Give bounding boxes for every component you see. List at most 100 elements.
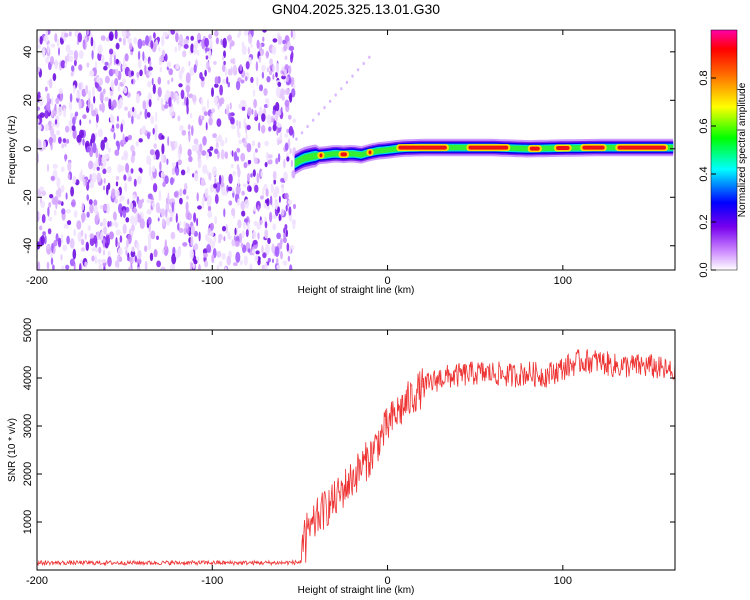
noise-speck	[168, 68, 173, 76]
noise-speck	[255, 148, 258, 153]
noise-speck	[292, 221, 296, 230]
noise-speck	[44, 123, 50, 132]
noise-speck	[292, 84, 296, 90]
noise-speck	[91, 247, 96, 252]
noise-speck	[65, 264, 70, 270]
noise-speck	[189, 67, 195, 76]
noise-speck	[39, 112, 45, 118]
noise-speck	[171, 77, 174, 82]
noise-speck	[196, 217, 199, 227]
noise-speck	[270, 185, 275, 193]
noise-speck	[219, 98, 223, 107]
noise-speck	[64, 61, 67, 69]
noise-speck	[269, 69, 273, 76]
noise-speck	[180, 125, 184, 131]
noise-speck	[285, 204, 288, 212]
noise-speck	[228, 173, 233, 184]
noise-speck	[193, 173, 199, 182]
noise-speck	[250, 173, 253, 178]
noise-speck	[153, 249, 158, 258]
noise-speck	[135, 93, 140, 104]
noise-speck	[45, 57, 49, 64]
noise-speck	[142, 51, 145, 62]
noise-speck	[287, 255, 291, 262]
noise-speck	[101, 258, 107, 264]
noise-speck	[85, 241, 90, 251]
noise-speck	[190, 43, 194, 54]
noise-speck	[124, 182, 128, 193]
noise-speck	[254, 184, 259, 193]
noise-speck	[88, 119, 92, 124]
noise-speck	[221, 64, 226, 72]
noise-speck	[220, 39, 223, 45]
noise-speck	[85, 36, 88, 47]
noise-speck	[261, 64, 266, 72]
noise-speck	[89, 173, 93, 182]
noise-speck	[152, 183, 158, 193]
noise-speck	[118, 37, 122, 42]
noise-speck	[37, 124, 42, 131]
noise-speck	[232, 57, 236, 65]
noise-speck	[202, 164, 208, 174]
noise-speck	[206, 169, 209, 176]
noise-speck	[125, 32, 131, 37]
noise-speck	[256, 76, 259, 87]
noise-speck	[290, 53, 293, 64]
noise-speck	[276, 127, 279, 136]
noise-speck	[223, 208, 226, 218]
noise-speck	[259, 49, 264, 57]
noise-speck	[170, 30, 176, 35]
noise-speck	[204, 37, 210, 48]
noise-speck	[128, 175, 132, 182]
noise-speck	[37, 139, 42, 150]
noise-speck	[169, 208, 172, 217]
noise-speck	[90, 36, 94, 47]
noise-speck	[227, 186, 233, 192]
noise-speck	[164, 175, 169, 185]
noise-speck	[93, 205, 98, 215]
y-tick-label: 1000	[22, 510, 34, 534]
noise-speck	[89, 70, 95, 77]
noise-speck	[71, 199, 76, 208]
noise-speck	[56, 130, 61, 136]
noise-speck	[44, 109, 49, 119]
carrier-peak-segment	[398, 145, 447, 150]
noise-speck	[208, 151, 212, 157]
noise-speck	[61, 166, 65, 172]
noise-speck	[223, 60, 226, 66]
noise-speck	[78, 50, 84, 59]
noise-speck	[240, 200, 246, 211]
noise-speck	[263, 88, 268, 96]
noise-speck	[223, 236, 226, 242]
noise-speck	[107, 147, 112, 153]
noise-speck	[222, 225, 226, 232]
noise-speck	[247, 159, 252, 165]
colorbar-tick-label: 0.4	[698, 166, 710, 181]
noise-speck	[240, 152, 246, 162]
noise-speck	[247, 46, 251, 55]
noise-speck	[215, 137, 221, 143]
noise-speck	[68, 55, 74, 63]
noise-speck	[222, 55, 225, 61]
noise-speck	[179, 143, 182, 155]
noise-speck	[103, 266, 106, 270]
noise-speck	[251, 108, 254, 115]
colorbar-gradient	[710, 29, 738, 271]
noise-speck	[114, 149, 120, 156]
noise-speck	[66, 209, 71, 214]
noise-speck	[284, 133, 289, 138]
noise-speck	[50, 127, 55, 137]
noise-speck	[144, 260, 148, 270]
noise-speck	[158, 46, 161, 52]
noise-speck	[78, 98, 82, 110]
noise-speck	[266, 67, 270, 73]
noise-speck	[190, 225, 195, 235]
noise-speck	[110, 79, 115, 91]
y-tick-label: -20	[22, 189, 34, 205]
noise-speck	[142, 100, 147, 110]
noise-speck	[58, 88, 63, 94]
noise-speck	[57, 237, 62, 248]
noise-speck	[38, 212, 41, 219]
spectrogram-frame	[36, 29, 676, 271]
noise-speck	[236, 163, 240, 171]
